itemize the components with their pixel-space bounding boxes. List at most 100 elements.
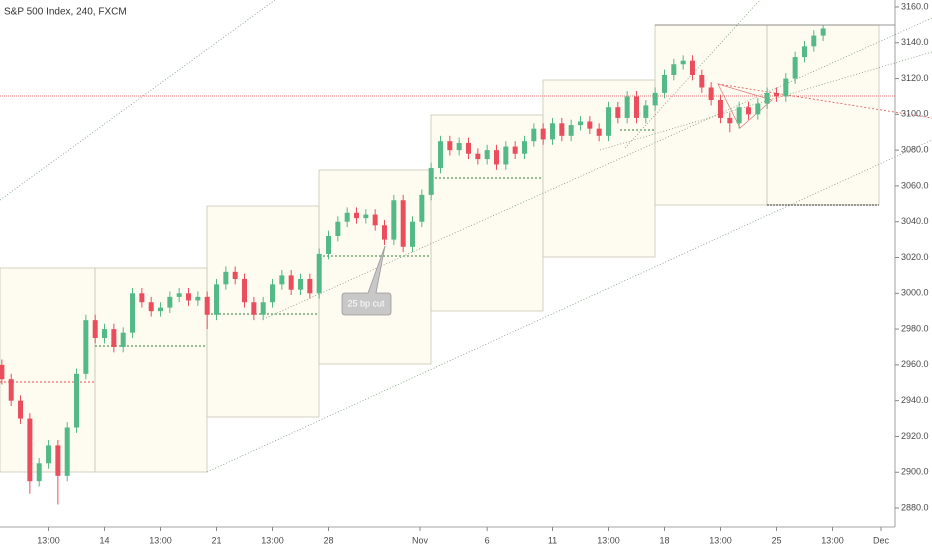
y-tick-label: 3160.0 <box>901 1 929 11</box>
candle-body <box>699 74 705 88</box>
y-tick-label: 2880.0 <box>901 502 929 512</box>
candle-body <box>503 146 509 165</box>
candle-body <box>801 46 807 58</box>
candle-body <box>18 400 24 419</box>
candle-body <box>456 142 462 151</box>
candle-body <box>521 141 527 154</box>
candle-body <box>0 364 5 380</box>
candle-body <box>298 278 304 290</box>
candle-body <box>391 200 397 240</box>
x-tick-label: 11 <box>548 535 557 545</box>
candle-body <box>326 236 332 254</box>
y-tick-label: 2980.0 <box>901 323 929 333</box>
candle-body <box>270 284 276 303</box>
x-tick-label: 21 <box>212 535 222 545</box>
chart-title: S&P 500 Index, 240, FXCM <box>4 7 127 18</box>
candle-body <box>764 92 770 104</box>
x-tick-label: 13:00 <box>821 535 844 545</box>
candle-body <box>344 212 350 222</box>
trend-line <box>599 51 932 151</box>
candle-body <box>148 302 154 312</box>
candle-body <box>689 60 695 75</box>
candle-body <box>680 60 686 65</box>
candle-body <box>717 100 723 118</box>
candle-body <box>307 278 313 294</box>
candle-body <box>242 278 248 303</box>
candle-body <box>372 214 378 226</box>
x-tick-label: 13:00 <box>597 535 620 545</box>
candle-body <box>643 105 649 118</box>
candle-body <box>540 128 546 140</box>
candle-body <box>46 445 52 464</box>
trend-line <box>206 139 932 473</box>
candle-body <box>512 146 518 154</box>
y-tick-label: 3020.0 <box>901 252 929 262</box>
candle-body <box>102 329 108 339</box>
candle-body <box>382 225 388 240</box>
candle-body <box>438 141 444 169</box>
trend-line <box>0 0 276 201</box>
callout: 25 bp cut <box>341 245 392 316</box>
candle-body <box>661 74 667 93</box>
candle-body <box>605 107 611 136</box>
candle-body <box>820 28 826 36</box>
candle-body <box>251 302 257 315</box>
candle-body <box>633 96 639 118</box>
candle-body <box>475 153 481 160</box>
y-tick-label: 3120.0 <box>901 73 929 83</box>
candle-body <box>783 78 789 97</box>
x-tick-label: 6 <box>485 535 490 545</box>
candle-body <box>232 271 238 279</box>
range-box <box>0 267 96 473</box>
candle-body <box>354 212 360 219</box>
x-tick-label: 13:00 <box>709 535 732 545</box>
candle-body <box>493 150 499 165</box>
candle-body <box>410 221 416 247</box>
y-tick-label: 3040.0 <box>901 216 929 226</box>
candle-body <box>465 142 471 154</box>
candle-body <box>64 427 70 476</box>
y-tick-label: 3080.0 <box>901 145 929 155</box>
y-tick-label: 3140.0 <box>901 37 929 47</box>
candle-body <box>531 128 537 142</box>
candle-body <box>55 445 61 476</box>
candle-body <box>111 329 117 347</box>
candle-body <box>792 57 798 79</box>
candle-body <box>8 379 14 401</box>
x-tick-label: 13:00 <box>37 535 60 545</box>
x-tick-label: 25 <box>771 535 781 545</box>
candle-body <box>727 117 733 124</box>
candle-body <box>559 123 565 136</box>
y-tick-label: 2920.0 <box>901 431 929 441</box>
candle-body <box>484 150 490 160</box>
candle-body <box>214 284 220 315</box>
candle-body <box>773 92 779 97</box>
candle-body <box>130 293 136 333</box>
candle-body <box>316 253 322 294</box>
candle-body <box>587 121 593 129</box>
x-tick-label: Dec <box>873 535 890 545</box>
candle-body <box>83 320 89 374</box>
x-tick-label: 13:00 <box>261 535 284 545</box>
candle-body <box>195 296 201 301</box>
candle-body <box>736 107 742 124</box>
x-tick-label: 13:00 <box>149 535 172 545</box>
y-tick-label: 2900.0 <box>901 467 929 477</box>
candle-body <box>755 103 761 115</box>
y-tick-label: 3000.0 <box>901 288 929 298</box>
callout-bubble <box>341 245 392 316</box>
y-tick-label: 3060.0 <box>901 180 929 190</box>
candle-body <box>186 293 192 301</box>
candles <box>0 24 826 505</box>
candle-body <box>167 296 173 308</box>
candle-body <box>120 332 126 347</box>
range-box <box>318 169 432 365</box>
red-trend <box>717 83 932 119</box>
candle-body <box>363 214 369 219</box>
candle-body <box>74 373 80 428</box>
candle-body <box>596 128 602 136</box>
candle-body <box>708 87 714 101</box>
candle-body <box>400 200 406 247</box>
candle-body <box>279 275 285 285</box>
